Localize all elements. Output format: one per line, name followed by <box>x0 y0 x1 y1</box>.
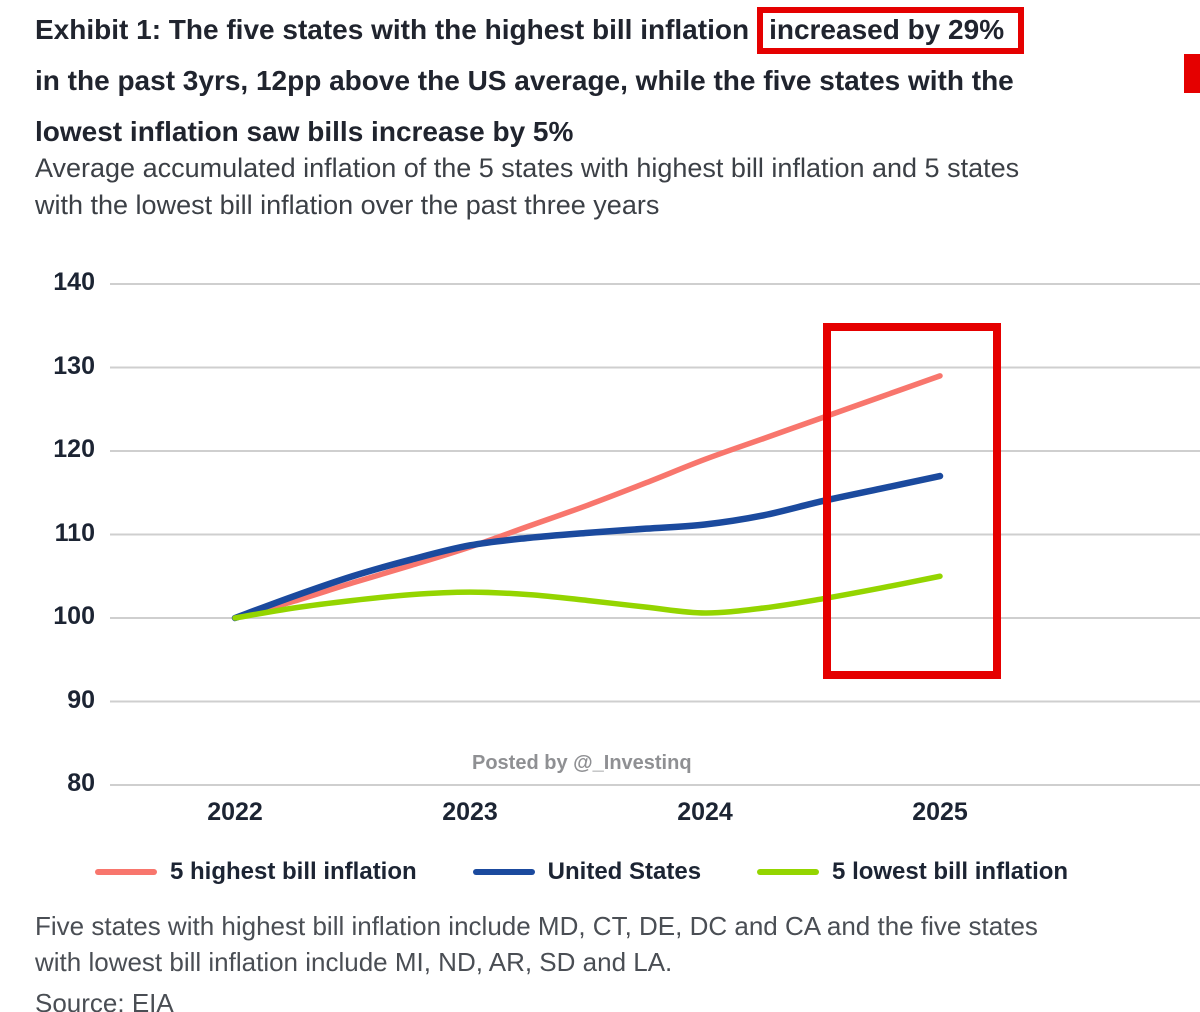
exhibit-title: Exhibit 1: The five states with the high… <box>35 4 1197 157</box>
x-axis-tick-label: 2024 <box>677 798 733 826</box>
legend-line-swatch <box>472 869 535 875</box>
y-axis-tick-label: 100 <box>53 602 95 630</box>
source-note: Source: EIA <box>35 988 174 1012</box>
footnote-line1: Five states with highest bill inflation … <box>35 911 1038 941</box>
chart-footnote: Five states with highest bill inflation … <box>35 908 1197 980</box>
legend-label: 5 highest bill inflation <box>170 858 417 885</box>
y-axis-tick-label: 140 <box>53 268 95 296</box>
x-axis-tick-label: 2022 <box>207 798 263 826</box>
y-axis-tick-label: 130 <box>53 351 95 380</box>
title-line1: Exhibit 1: The five states with the high… <box>35 14 750 45</box>
title-highlight-box: increased by 29% <box>757 7 1025 54</box>
red-annotation-fragment <box>1184 54 1200 93</box>
y-axis-tick-label: 110 <box>54 518 95 547</box>
subtitle-line1: Average accumulated inflation of the 5 s… <box>35 153 1020 183</box>
title-line2: in the past 3yrs, 12pp above the US aver… <box>35 65 1014 96</box>
y-axis-tick-label: 90 <box>67 685 95 714</box>
x-axis-tick-label: 2023 <box>442 798 498 826</box>
chart-legend: 5 highest bill inflation United States 5 l… <box>95 858 1068 886</box>
legend-line-swatch <box>757 869 820 875</box>
legend-item: 5 lowest bill inflation <box>757 858 1068 886</box>
legend-label: United States <box>547 858 702 885</box>
legend-item: 5 highest bill inflation <box>95 858 417 886</box>
x-axis-tick-label: 2025 <box>912 798 968 826</box>
chart-subtitle: Average accumulated inflation of the 5 s… <box>35 150 1197 224</box>
legend-label: 5 lowest bill inflation <box>832 858 1069 885</box>
y-axis-tick-label: 80 <box>67 769 95 797</box>
legend-item: United States <box>472 858 702 886</box>
subtitle-line2: with the lowest bill inflation over the … <box>35 190 660 220</box>
y-axis-tick-label: 120 <box>53 435 95 463</box>
watermark: Posted by @_Investinq <box>472 752 692 774</box>
red-highlight-box <box>822 323 1001 680</box>
footnote-line2: with lowest bill inflation include MI, N… <box>35 947 673 977</box>
legend-line-swatch <box>95 869 157 875</box>
title-line3: lowest inflation saw bills increase by 5… <box>35 116 574 147</box>
